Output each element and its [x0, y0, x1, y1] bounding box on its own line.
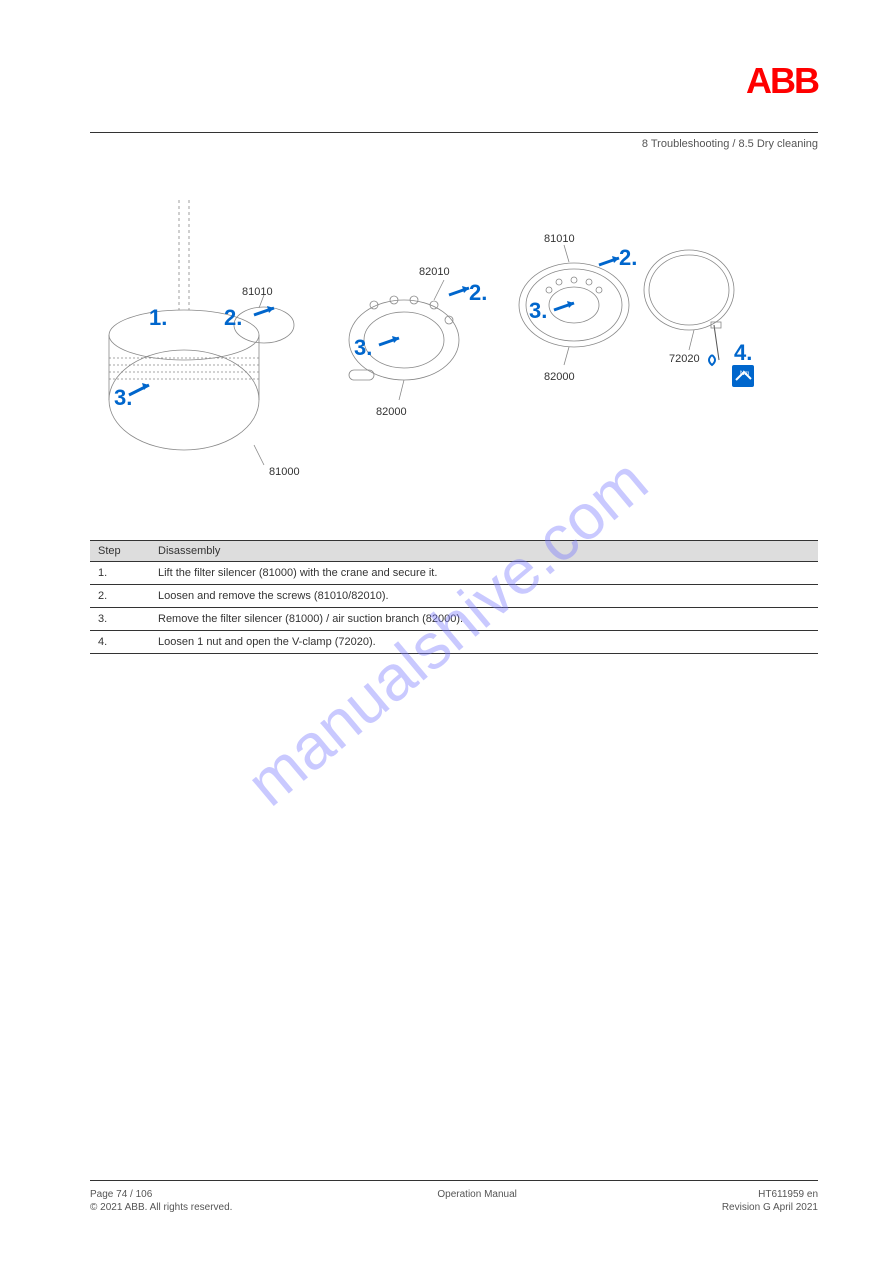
- table-row: 1. Lift the filter silencer (81000) with…: [90, 562, 818, 585]
- technical-diagram: Nm 1. 2. 3. 2. 3. 2. 3. 4.: [90, 200, 818, 520]
- footer-doc-id: HT611959 en: [758, 1189, 818, 1200]
- diagram-leader: [434, 280, 444, 300]
- diagram-step-1: 1.: [149, 305, 167, 330]
- diagram-label-82010: 82010: [419, 266, 450, 278]
- diagram-part: [571, 277, 577, 283]
- diagram-label-72020: 72020: [669, 353, 700, 365]
- table-header-step: Step: [98, 545, 158, 557]
- diagram-step-2b: 2.: [469, 280, 487, 305]
- footer-doc-title: Operation Manual: [437, 1189, 517, 1200]
- diagram-svg: Nm 1. 2. 3. 2. 3. 2. 3. 4.: [90, 200, 818, 520]
- page-footer: Page 74 / 106 © 2021 ABB. All rights res…: [90, 1180, 818, 1213]
- footer-center: Operation Manual: [437, 1189, 517, 1213]
- footer-revision: Revision G April 2021: [722, 1202, 818, 1213]
- table-cell-step: 1.: [98, 567, 158, 579]
- table-cell-desc: Loosen 1 nut and open the V-clamp (72020…: [158, 636, 810, 648]
- diagram-label-82000a: 82000: [376, 406, 407, 418]
- page-header: ABB: [90, 60, 818, 102]
- footer-left: Page 74 / 106 © 2021 ABB. All rights res…: [90, 1189, 232, 1213]
- diagram-part: [586, 279, 592, 285]
- diagram-leader: [564, 245, 569, 262]
- breadcrumb-bar: 8 Troubleshooting / 8.5 Dry cleaning: [90, 132, 818, 150]
- table-cell-desc: Lift the filter silencer (81000) with th…: [158, 567, 810, 579]
- diagram-step-4: 4.: [734, 340, 752, 365]
- diagram-part: [546, 287, 552, 293]
- table-header-desc: Disassembly: [158, 545, 810, 557]
- torque-icon-label: Nm: [740, 371, 749, 377]
- table-row: 4. Loosen 1 nut and open the V-clamp (72…: [90, 631, 818, 654]
- table-cell-step: 3.: [98, 613, 158, 625]
- diagram-step-2a: 2.: [224, 305, 242, 330]
- steps-table: Step Disassembly 1. Lift the filter sile…: [90, 540, 818, 654]
- footer-copyright: © 2021 ABB. All rights reserved.: [90, 1202, 232, 1213]
- diagram-part: [596, 287, 602, 293]
- table-cell-step: 4.: [98, 636, 158, 648]
- diagram-step-2c: 2.: [619, 245, 637, 270]
- breadcrumb-text: 8 Troubleshooting / 8.5 Dry cleaning: [642, 138, 818, 150]
- footer-page-number: Page 74 / 106: [90, 1189, 232, 1200]
- table-row: 3. Remove the filter silencer (81000) / …: [90, 608, 818, 631]
- diagram-leader: [399, 380, 404, 400]
- diagram-part: [644, 250, 734, 330]
- diagram-leader: [689, 330, 694, 350]
- diagram-part: [556, 279, 562, 285]
- table-cell-desc: Loosen and remove the screws (81010/8201…: [158, 590, 810, 602]
- diagram-part: [711, 322, 721, 328]
- diagram-step-3b: 3.: [354, 335, 372, 360]
- diagram-label-81010a: 81010: [242, 286, 273, 298]
- diagram-step-3a: 3.: [114, 385, 132, 410]
- diagram-label-82000b: 82000: [544, 371, 575, 383]
- arrow-curved: [709, 355, 715, 365]
- diagram-step-3c: 3.: [529, 298, 547, 323]
- diagram-label-81010b: 81010: [544, 233, 575, 245]
- diagram-leader: [564, 347, 569, 365]
- abb-logo: ABB: [746, 60, 818, 102]
- diagram-part: [649, 255, 729, 325]
- table-header-row: Step Disassembly: [90, 540, 818, 562]
- diagram-part: [364, 312, 444, 368]
- diagram-part: [549, 287, 599, 323]
- footer-right: HT611959 en Revision G April 2021: [722, 1189, 818, 1213]
- table-cell-desc: Remove the filter silencer (81000) / air…: [158, 613, 810, 625]
- diagram-leader: [254, 445, 264, 465]
- table-cell-step: 2.: [98, 590, 158, 602]
- diagram-label-81000: 81000: [269, 466, 300, 478]
- table-row: 2. Loosen and remove the screws (81010/8…: [90, 585, 818, 608]
- diagram-part: [714, 325, 719, 360]
